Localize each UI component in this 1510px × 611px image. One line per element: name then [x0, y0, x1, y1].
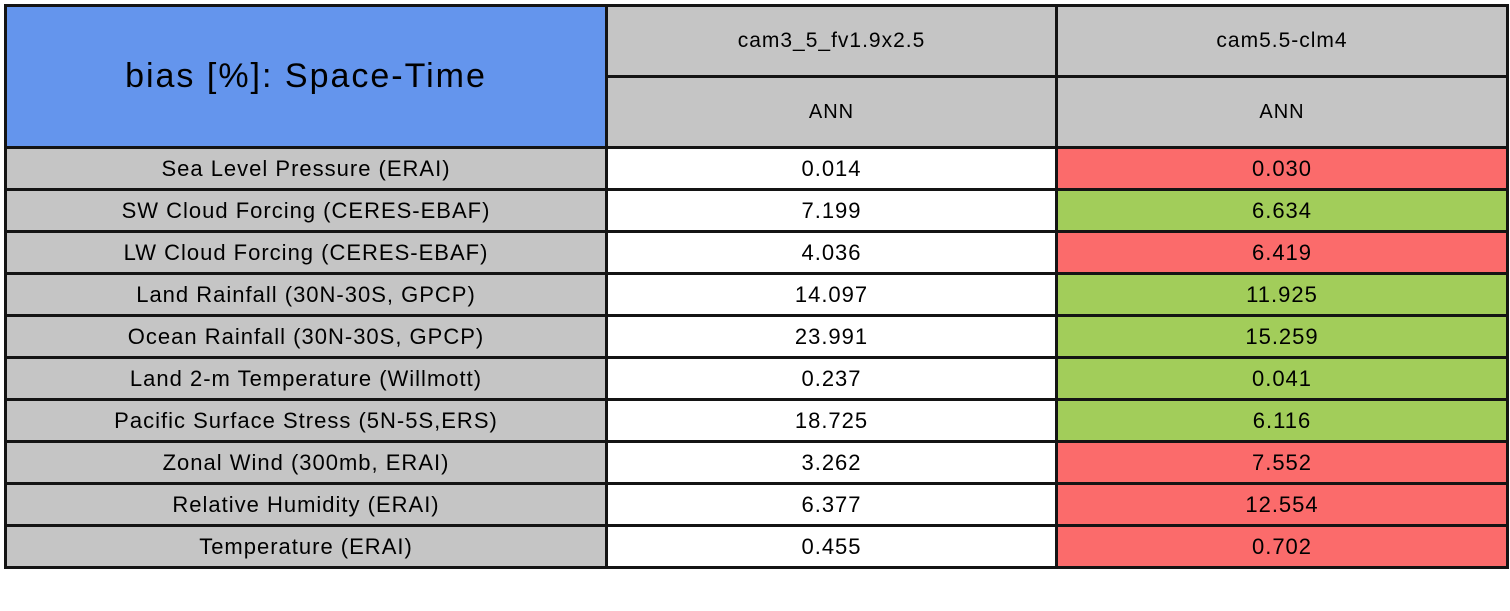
value-cell-model-2: 0.702: [1055, 524, 1509, 569]
value-cell-model-2: 12.554: [1055, 482, 1509, 527]
row-label: Land Rainfall (30N-30S, GPCP): [4, 272, 608, 317]
table-row: SW Cloud Forcing (CERES-EBAF) 7.199 6.63…: [4, 188, 1509, 233]
table-row: Sea Level Pressure (ERAI) 0.014 0.030: [4, 146, 1509, 191]
row-label: Ocean Rainfall (30N-30S, GPCP): [4, 314, 608, 359]
bias-space-time-table: bias [%]: Space-Time cam3_5_fv1.9x2.5 ca…: [4, 4, 1509, 569]
row-label: Relative Humidity (ERAI): [4, 482, 608, 527]
row-label: Zonal Wind (300mb, ERAI): [4, 440, 608, 485]
value-cell-model-2: 7.552: [1055, 440, 1509, 485]
table-row: Zonal Wind (300mb, ERAI) 3.262 7.552: [4, 440, 1509, 485]
season-header-model-1: ANN: [605, 75, 1058, 149]
table-title: bias [%]: Space-Time: [4, 4, 608, 149]
value-cell-model-2: 15.259: [1055, 314, 1509, 359]
value-cell-model-1: 18.725: [605, 398, 1058, 443]
header-row-seasons: ANN ANN: [6, 75, 1509, 149]
value-cell-model-2: 0.041: [1055, 356, 1509, 401]
table-row: Land 2-m Temperature (Willmott) 0.237 0.…: [4, 356, 1509, 401]
table-row: Pacific Surface Stress (5N-5S,ERS) 18.72…: [4, 398, 1509, 443]
value-cell-model-1: 14.097: [605, 272, 1058, 317]
value-cell-model-2: 0.030: [1055, 146, 1509, 191]
table-row: Temperature (ERAI) 0.455 0.702: [4, 524, 1509, 569]
diagnostics-table-page: bias [%]: Space-Time cam3_5_fv1.9x2.5 ca…: [4, 4, 1509, 569]
row-label: Land 2-m Temperature (Willmott): [4, 356, 608, 401]
table-row: Land Rainfall (30N-30S, GPCP) 14.097 11.…: [4, 272, 1509, 317]
row-label: Sea Level Pressure (ERAI): [4, 146, 608, 191]
row-label: Pacific Surface Stress (5N-5S,ERS): [4, 398, 608, 443]
value-cell-model-2: 6.634: [1055, 188, 1509, 233]
value-cell-model-2: 11.925: [1055, 272, 1509, 317]
value-cell-model-1: 0.237: [605, 356, 1058, 401]
value-cell-model-1: 0.455: [605, 524, 1058, 569]
header-row-models: bias [%]: Space-Time cam3_5_fv1.9x2.5 ca…: [4, 4, 1509, 149]
season-header-model-2: ANN: [1055, 75, 1509, 149]
value-cell-model-1: 23.991: [605, 314, 1058, 359]
row-label: SW Cloud Forcing (CERES-EBAF): [4, 188, 608, 233]
table-row: Ocean Rainfall (30N-30S, GPCP) 23.991 15…: [4, 314, 1509, 359]
value-cell-model-1: 4.036: [605, 230, 1058, 275]
column-header-model-2: cam5.5-clm4: [1055, 4, 1509, 78]
value-cell-model-1: 0.014: [605, 146, 1058, 191]
table-row: Relative Humidity (ERAI) 6.377 12.554: [4, 482, 1509, 527]
value-cell-model-1: 3.262: [605, 440, 1058, 485]
value-cell-model-2: 6.419: [1055, 230, 1509, 275]
value-cell-model-1: 6.377: [605, 482, 1058, 527]
value-cell-model-2: 6.116: [1055, 398, 1509, 443]
row-label: LW Cloud Forcing (CERES-EBAF): [4, 230, 608, 275]
row-label: Temperature (ERAI): [4, 524, 608, 569]
value-cell-model-1: 7.199: [605, 188, 1058, 233]
column-header-model-1: cam3_5_fv1.9x2.5: [605, 4, 1058, 78]
table-row: LW Cloud Forcing (CERES-EBAF) 4.036 6.41…: [4, 230, 1509, 275]
